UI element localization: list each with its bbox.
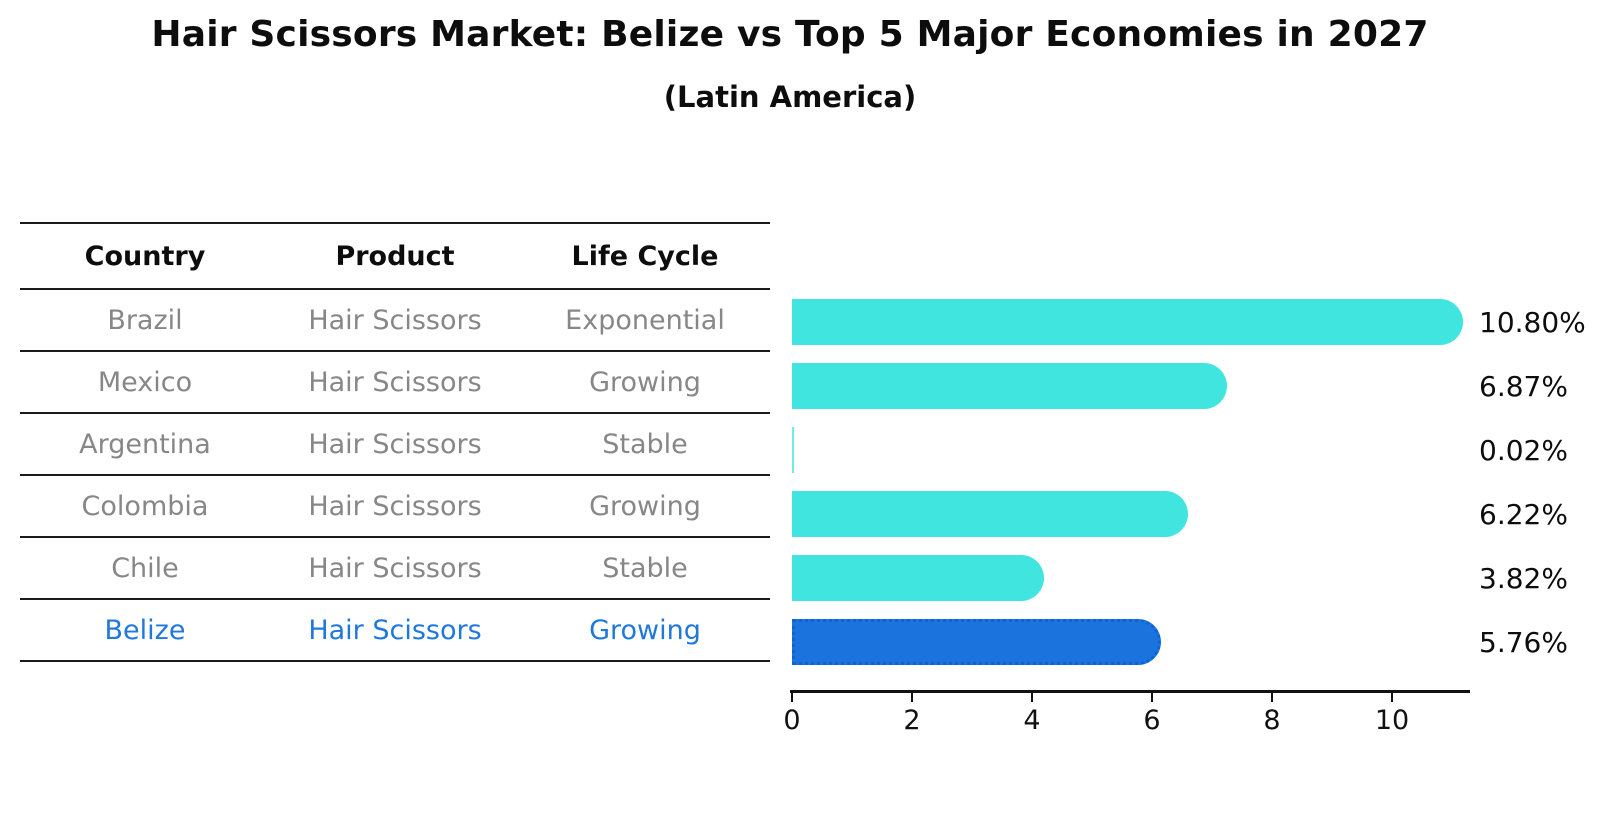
- bar-chart-plot-area: [792, 290, 1470, 674]
- x-axis-tick-label: 6: [1143, 705, 1161, 736]
- cell-life-cycle: Growing: [589, 366, 701, 398]
- cell-product: Hair Scissors: [308, 366, 482, 398]
- column-header-life-cycle: Life Cycle: [571, 240, 719, 272]
- table-row-colombia: Colombia Hair Scissors Growing: [20, 476, 770, 538]
- x-axis-line: [790, 690, 1470, 693]
- value-label-mexico: 6.87%: [1479, 369, 1568, 403]
- value-label-argentina: 0.02%: [1479, 433, 1568, 467]
- value-label-chile: 3.82%: [1479, 561, 1568, 595]
- table-row-argentina: Argentina Hair Scissors Stable: [20, 414, 770, 476]
- bar-chile: [792, 555, 1045, 601]
- table-row-brazil: Brazil Hair Scissors Exponential: [20, 290, 770, 352]
- cell-country: Brazil: [107, 304, 183, 336]
- cell-country: Argentina: [79, 428, 211, 460]
- bar-row: [792, 290, 1470, 354]
- cell-product: Hair Scissors: [308, 304, 482, 336]
- cell-life-cycle: Stable: [602, 552, 688, 584]
- x-axis-tick: [1151, 693, 1153, 702]
- cell-country: Belize: [104, 614, 186, 646]
- cell-country: Mexico: [97, 366, 193, 398]
- x-axis-tick: [911, 693, 913, 702]
- chart-subtitle: (Latin America): [663, 80, 917, 114]
- bar-argentina: [792, 427, 794, 473]
- table-row-belize: Belize Hair Scissors Growing: [20, 600, 770, 662]
- cell-product: Hair Scissors: [308, 490, 482, 522]
- bar-brazil: [792, 299, 1463, 345]
- x-axis-tick: [1031, 693, 1033, 702]
- cell-country: Colombia: [81, 490, 209, 522]
- bar-mexico: [792, 363, 1228, 409]
- cell-product: Hair Scissors: [308, 552, 482, 584]
- cell-product: Hair Scissors: [308, 614, 482, 646]
- x-axis-tick-label: 10: [1374, 705, 1410, 736]
- bar-row: [792, 610, 1470, 674]
- x-axis-tick: [1271, 693, 1273, 702]
- bar-row: [792, 546, 1470, 610]
- column-header-product: Product: [335, 240, 455, 272]
- table-row-chile: Chile Hair Scissors Stable: [20, 538, 770, 600]
- x-axis-tick-label: 2: [903, 705, 921, 736]
- column-header-country: Country: [84, 240, 206, 272]
- bar-row: [792, 354, 1470, 418]
- x-axis: 0 2 4 6 8 10: [783, 693, 1470, 743]
- bar-belize: [792, 619, 1161, 665]
- bar-row: [792, 418, 1470, 482]
- value-label-brazil: 10.80%: [1479, 305, 1586, 339]
- bar-row: [792, 482, 1470, 546]
- value-label-belize: 5.76%: [1479, 625, 1568, 659]
- value-label-colombia: 6.22%: [1479, 497, 1568, 531]
- cell-life-cycle: Growing: [589, 614, 701, 646]
- chart-title: Hair Scissors Market: Belize vs Top 5 Ma…: [151, 14, 1429, 55]
- bar-colombia: [792, 491, 1189, 537]
- x-axis-tick-label: 8: [1263, 705, 1281, 736]
- x-axis-tick: [1391, 693, 1393, 702]
- value-labels: 10.80% 6.87% 0.02% 6.22% 3.82% 5.76%: [1479, 290, 1604, 674]
- table-header-row: Country Product Life Cycle: [20, 224, 770, 290]
- table-row-mexico: Mexico Hair Scissors Growing: [20, 352, 770, 414]
- x-axis-tick-label: 4: [1023, 705, 1041, 736]
- x-axis-tick-label: 0: [783, 705, 801, 736]
- cell-life-cycle: Stable: [602, 428, 688, 460]
- cell-life-cycle: Exponential: [565, 304, 725, 336]
- x-axis-tick: [791, 693, 793, 702]
- cell-country: Chile: [111, 552, 179, 584]
- cell-life-cycle: Growing: [589, 490, 701, 522]
- cell-product: Hair Scissors: [308, 428, 482, 460]
- data-table: Country Product Life Cycle Brazil Hair S…: [20, 222, 770, 662]
